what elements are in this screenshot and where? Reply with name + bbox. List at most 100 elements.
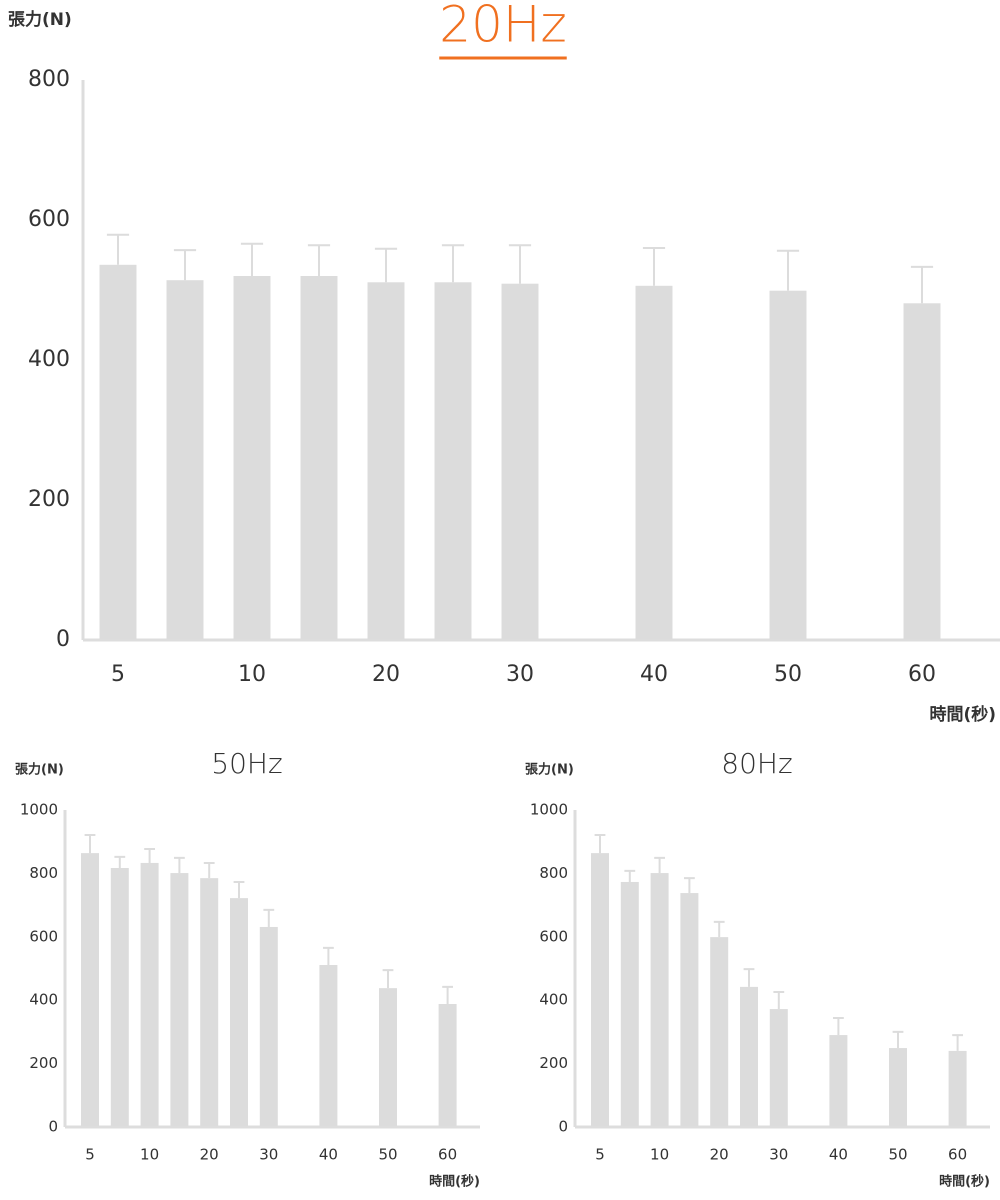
x-tick-label: 10 [238,662,266,687]
error-bar [106,233,130,265]
error-bar [114,855,126,869]
bar [650,873,669,1127]
x-tick-label: 5 [85,1146,95,1164]
error-bar [144,847,155,863]
error-bar [233,880,245,899]
y-tick-label: 800 [539,864,568,882]
error-bar [624,869,636,882]
bar [367,282,405,640]
error-bar [952,1034,963,1051]
y-tick-label: 200 [29,1054,58,1072]
y-tick-label: 200 [539,1054,568,1072]
chart-title: 20Hz [439,0,566,54]
bar [170,873,189,1127]
bar [769,290,807,640]
bar [319,965,338,1127]
error-bar [307,244,331,276]
bar [438,1004,457,1127]
bar [591,853,609,1127]
error-bar [240,242,264,276]
bar [110,868,129,1127]
y-tick-label: 0 [48,1118,58,1136]
error-bar [203,861,215,879]
error-bar [441,244,465,283]
y-tick-label: 400 [29,991,58,1009]
x-axis-label: 時間(秒) [429,1174,480,1190]
y-tick-label: 600 [28,207,70,232]
bar [379,988,397,1127]
x-tick-label: 30 [506,662,534,687]
error-bar [910,265,934,304]
error-bar [442,985,453,1004]
x-tick-label: 30 [769,1146,788,1164]
error-bar [594,834,606,854]
bar [740,986,758,1127]
error-bar [174,856,185,874]
bar [501,283,539,640]
x-tick-label: 30 [259,1146,278,1164]
bar [829,1035,848,1127]
error-bar [684,877,695,894]
bar [710,937,729,1127]
y-tick-label: 1000 [20,801,58,819]
bar [903,303,941,640]
bar [620,881,639,1127]
y-axis-label: 張力(N) [15,762,64,778]
error-bar [263,908,275,927]
bar [889,1048,907,1127]
y-tick-label: 800 [29,864,58,882]
error-bar [773,990,785,1010]
error-bar [654,856,665,874]
chart-title: 50Hz [211,747,282,780]
x-tick-label: 20 [372,662,400,687]
bar [200,878,219,1127]
x-tick-label: 10 [650,1146,669,1164]
bar [635,285,673,640]
y-tick-label: 1000 [530,801,568,819]
bar [166,280,204,640]
error-bar [323,946,334,966]
y-tick-label: 600 [539,927,568,945]
bar [233,276,271,640]
x-tick-label: 60 [948,1146,967,1164]
y-tick-label: 800 [28,67,70,92]
error-bar [713,920,725,938]
bar [140,862,159,1127]
x-tick-label: 5 [595,1146,605,1164]
x-axis-label: 時間(秒) [929,704,996,725]
error-bar [84,834,96,854]
error-bar [743,968,755,987]
x-tick-label: 40 [319,1146,338,1164]
bar [948,1050,967,1127]
x-tick-label: 50 [378,1146,397,1164]
bar [230,898,248,1127]
x-tick-label: 40 [640,662,668,687]
x-tick-label: 10 [140,1146,159,1164]
error-bar [833,1016,844,1036]
x-tick-label: 40 [829,1146,848,1164]
y-tick-label: 400 [539,991,568,1009]
bar [81,853,99,1127]
x-tick-label: 20 [200,1146,219,1164]
error-bar [382,969,394,989]
bar [434,282,472,640]
error-bar [374,247,398,283]
error-bar [776,249,800,291]
bar [300,276,338,640]
y-axis-label: 張力(N) [8,9,72,30]
x-tick-label: 20 [710,1146,729,1164]
x-tick-label: 60 [908,662,936,687]
error-bar [642,247,666,286]
bar [99,264,137,640]
chart-title: 80Hz [721,747,792,780]
y-axis-label: 張力(N) [525,762,574,778]
bar [259,926,278,1127]
bar [680,893,699,1127]
x-axis-label: 時間(秒) [939,1174,990,1190]
x-tick-label: 50 [888,1146,907,1164]
x-tick-label: 50 [774,662,802,687]
error-bar [173,249,197,281]
y-tick-label: 0 [56,627,70,652]
y-tick-label: 0 [558,1118,568,1136]
